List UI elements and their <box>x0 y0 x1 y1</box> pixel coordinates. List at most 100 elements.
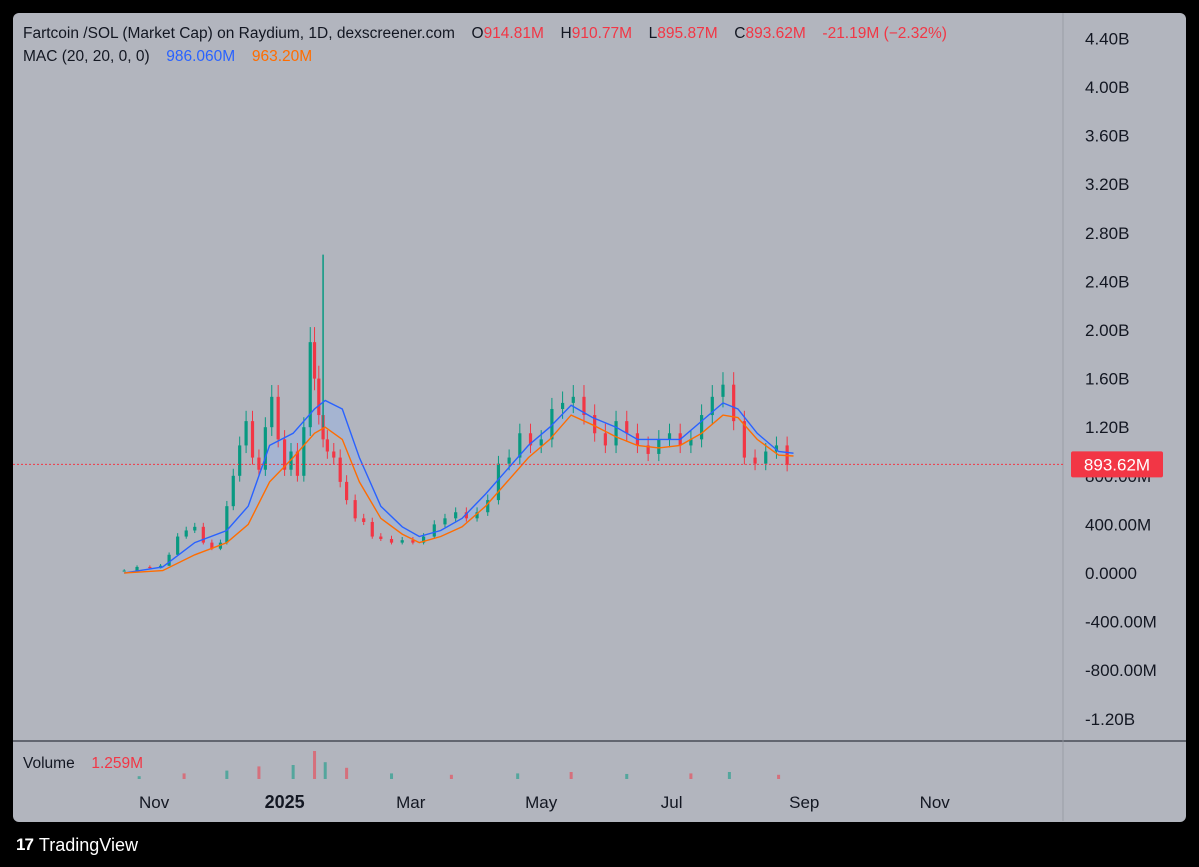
volume-bar <box>727 772 731 779</box>
candle-body <box>345 481 349 501</box>
candle-body <box>302 427 306 476</box>
candle-body <box>486 500 490 513</box>
volume-bar <box>777 774 781 779</box>
candle-body <box>646 445 650 454</box>
candle-body <box>518 433 522 458</box>
y-tick-label: 1.60B <box>1085 370 1129 389</box>
volume-bar <box>689 773 693 779</box>
ohlc-high: H910.77M <box>560 25 633 42</box>
volume-bar <box>390 773 394 779</box>
volume-bar <box>449 774 453 779</box>
volume-bar <box>516 773 520 779</box>
candle-body <box>625 421 629 434</box>
volume-value: 1.259M <box>91 755 144 772</box>
mac-lower-line <box>124 414 794 574</box>
candle-body <box>135 566 139 571</box>
candle-body <box>475 512 479 519</box>
candle-body <box>432 524 436 537</box>
volume-bar <box>569 772 573 779</box>
candle-body <box>362 518 366 522</box>
volume-bar <box>323 762 327 779</box>
candle-body <box>379 536 383 539</box>
candle-body <box>338 457 342 482</box>
indicator-name[interactable]: MAC (20, 20, 0, 0) <box>23 48 150 65</box>
chart-canvas[interactable]: 4.40B 4.00B 3.60B 3.20B 2.80B 2.40B 2.00B 1.60B… <box>13 13 1186 822</box>
y-tick-label: 2.40B <box>1085 272 1129 291</box>
indicator-lower-value: 963.20M <box>251 48 313 65</box>
volume-bar <box>137 776 141 779</box>
y-tick-label: 0.0000 <box>1085 564 1137 583</box>
ohlc-low: L895.87M <box>648 25 718 42</box>
candle-body <box>225 506 229 543</box>
x-tick-label: Mar <box>396 793 426 812</box>
symbol-title[interactable]: Fartcoin /SOL (Market Cap) on Raydium, 1… <box>23 25 455 42</box>
ohlc-open: O914.81M <box>471 25 544 42</box>
candle-body <box>325 439 329 452</box>
candle-body <box>710 396 714 416</box>
candle-body <box>614 421 618 446</box>
candle-body <box>193 526 197 531</box>
candle-body <box>295 451 300 476</box>
candle-body <box>308 342 312 428</box>
volume-label[interactable]: Volume <box>23 755 75 772</box>
last-price-label: 893.62M <box>1084 455 1150 474</box>
candle-body <box>443 518 447 525</box>
legend-title-row: Fartcoin /SOL (Market Cap) on Raydium, 1… <box>23 25 947 43</box>
candle-body <box>657 439 661 454</box>
candle-body <box>201 526 205 543</box>
candle-body <box>270 396 274 428</box>
candle-body <box>421 536 426 543</box>
x-tick-label: Nov <box>920 793 951 812</box>
candle-body <box>167 554 171 566</box>
volume-bar <box>313 751 317 779</box>
y-tick-label: 4.40B <box>1085 29 1129 48</box>
y-tick-label: 2.80B <box>1085 224 1129 243</box>
volume-bar <box>625 773 629 779</box>
volume-bar <box>225 770 229 779</box>
y-tick-label: -1.20B <box>1085 710 1135 729</box>
candle-body <box>176 536 180 555</box>
candle-body <box>742 421 746 458</box>
change-value: -21.19M (−2.32%) <box>822 25 947 42</box>
footer-brand[interactable]: 17 TradingView <box>16 834 138 856</box>
candle-body <box>276 396 280 440</box>
candle-body <box>496 463 501 501</box>
y-tick-label: 1.20B <box>1085 418 1129 437</box>
candle-body <box>400 540 404 543</box>
x-tick-label: Jul <box>661 793 683 812</box>
x-tick-label: Nov <box>139 793 170 812</box>
candle-body <box>210 542 214 549</box>
candle-body <box>282 439 287 470</box>
y-tick-label: 4.00B <box>1085 78 1129 97</box>
volume-bar <box>291 765 295 779</box>
brand-name: TradingView <box>38 834 138 855</box>
candle-body <box>539 439 543 446</box>
volume-bar <box>257 766 261 779</box>
candle-body <box>122 570 126 572</box>
candle-body <box>603 433 607 446</box>
candle-body <box>238 445 242 476</box>
candle-body <box>732 384 736 422</box>
candle-body <box>353 500 357 519</box>
ohlc-close: C893.62M <box>734 25 806 42</box>
x-tick-label: May <box>525 793 558 812</box>
volume-bar <box>182 773 186 779</box>
candle-body <box>332 451 336 458</box>
candle-body <box>571 396 575 403</box>
x-tick-label: Sep <box>789 793 819 812</box>
candle-body <box>528 433 533 446</box>
candle-body <box>250 421 255 458</box>
candle-body <box>593 415 597 434</box>
candle-body <box>411 540 415 543</box>
y-tick-label: -800.00M <box>1085 661 1157 680</box>
candle-body <box>148 566 152 569</box>
indicator-upper-value: 986.060M <box>166 48 236 65</box>
candle-body <box>231 475 235 507</box>
chart-frame: 4.40B 4.00B 3.60B 3.20B 2.80B 2.40B 2.00B 1.60B… <box>13 13 1186 822</box>
candle-body <box>389 538 394 543</box>
volume-bar <box>345 767 349 779</box>
candle-body <box>244 421 248 446</box>
x-tick-label: 2025 <box>265 792 305 812</box>
candle-body <box>764 451 768 464</box>
candle-body <box>699 415 704 440</box>
